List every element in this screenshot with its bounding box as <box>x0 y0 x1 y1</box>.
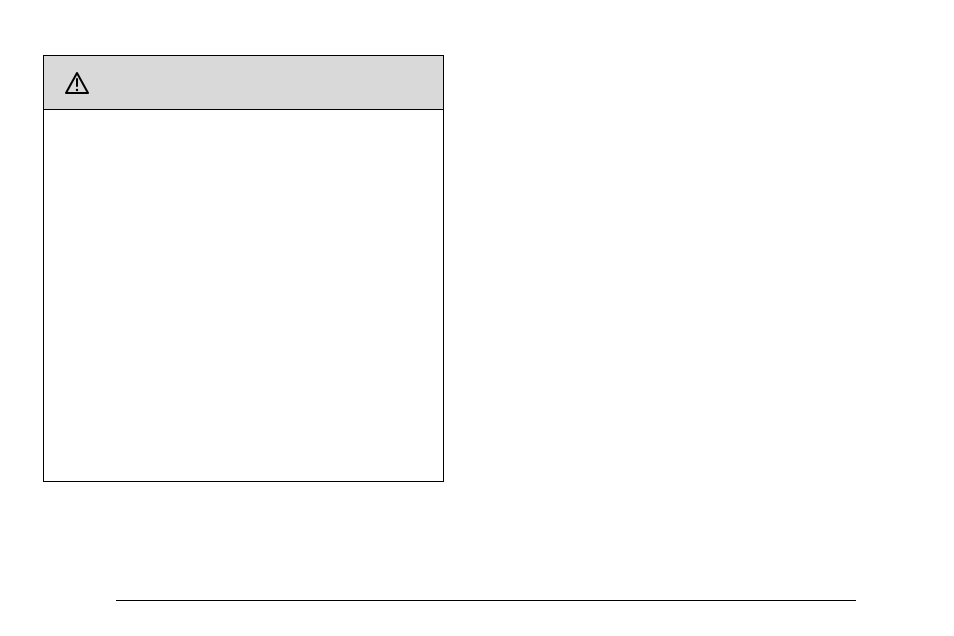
page <box>0 0 954 636</box>
warning-box-header <box>44 56 443 110</box>
horizontal-rule <box>116 600 856 601</box>
warning-triangle-icon <box>64 71 90 95</box>
warning-box <box>43 55 444 482</box>
warning-box-body <box>44 110 443 480</box>
